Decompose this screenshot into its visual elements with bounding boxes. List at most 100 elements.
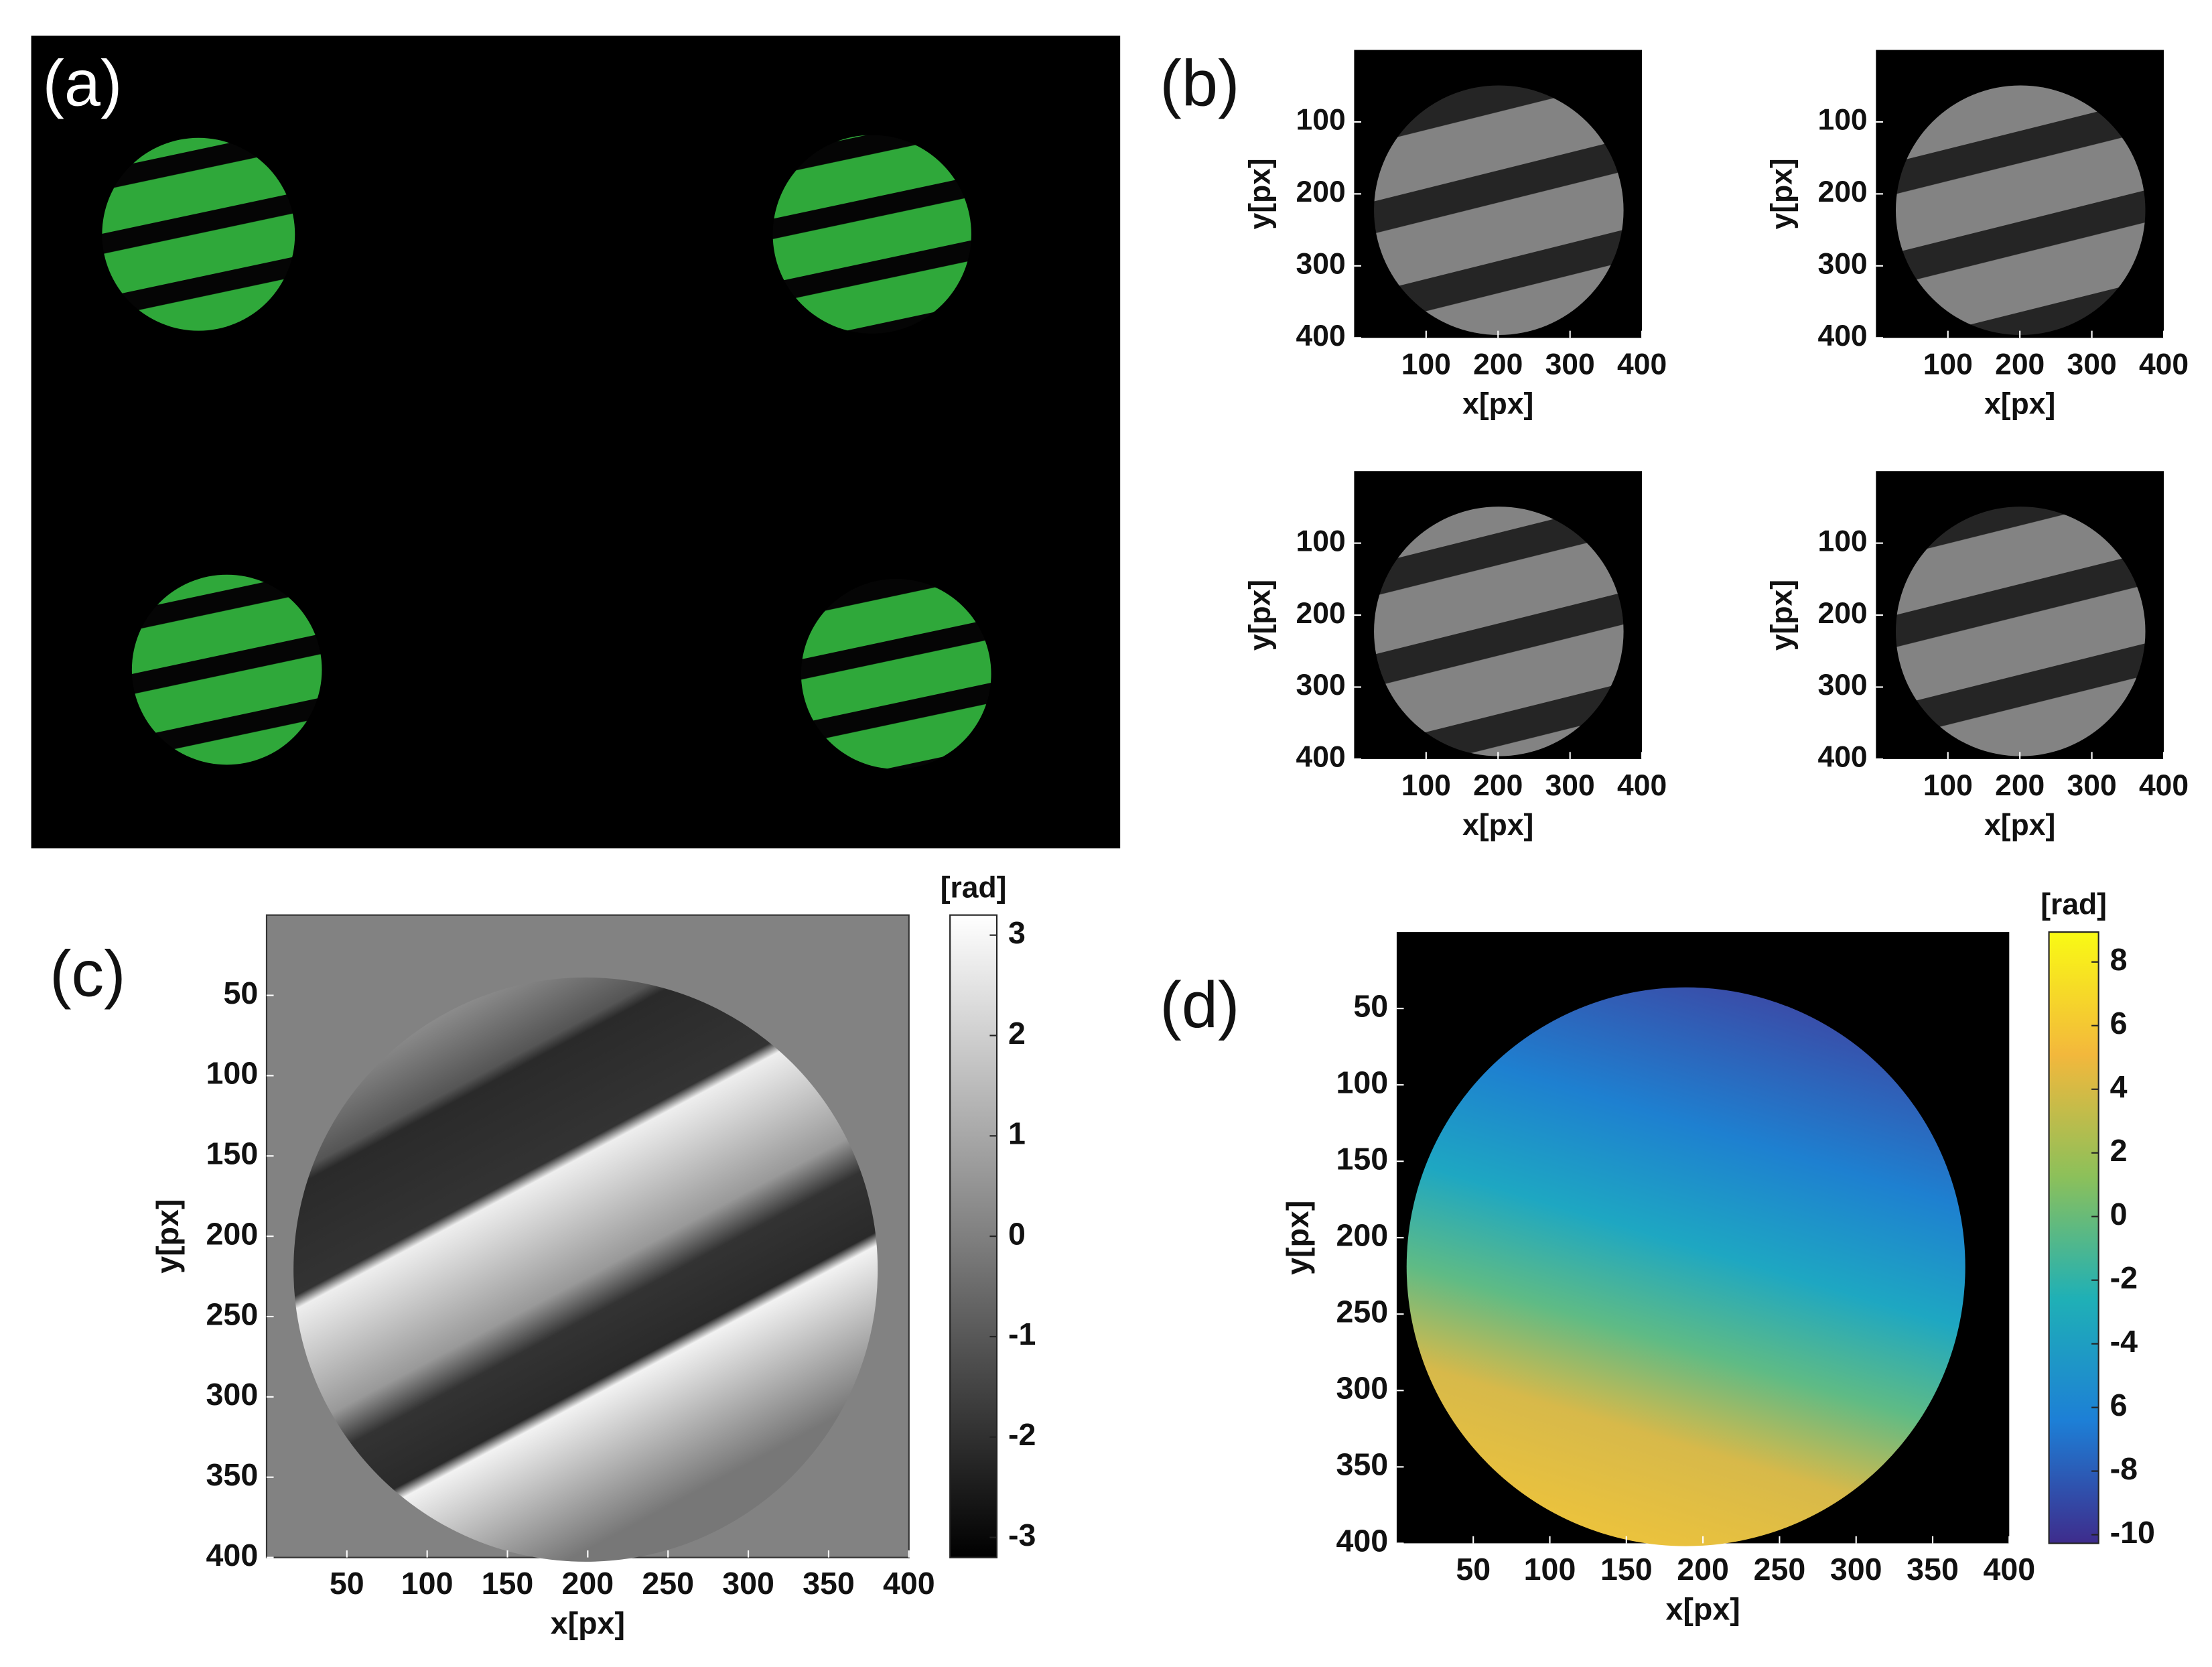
x-axis-label: x[px]: [551, 1605, 625, 1640]
colorbar-tick-label: 1: [1008, 1116, 1026, 1151]
y-tick-label: 400: [1817, 320, 1867, 352]
panel-label: (b): [1160, 46, 1239, 119]
x-tick-label: 300: [1830, 1552, 1882, 1587]
speckle-spot: [801, 579, 991, 769]
unwrapped-phase: [1406, 987, 1965, 1546]
x-tick-label: 400: [2139, 769, 2189, 802]
y-axis-label: y[px]: [1243, 158, 1276, 229]
colorbar-tick-label: 6: [2110, 1006, 2128, 1041]
y-axis-label: y[px]: [1280, 1201, 1315, 1275]
colorbar-tick-label: -3: [1008, 1518, 1036, 1552]
colorbar-tick-label: -2: [1008, 1417, 1036, 1452]
x-tick-label: 200: [1995, 348, 2045, 381]
colorbar-tick-label: 3: [1008, 915, 1026, 950]
speckle-spot: [102, 137, 295, 331]
y-tick-label: 100: [206, 1056, 259, 1091]
x-axis-label: x[px]: [1462, 388, 1533, 421]
y-tick-label: 50: [223, 976, 258, 1010]
y-axis-label: y[px]: [150, 1199, 185, 1274]
panel-label: (d): [1160, 968, 1239, 1041]
y-tick-label: 300: [1296, 248, 1346, 281]
x-tick-label: 400: [2139, 348, 2189, 381]
y-tick-label: 350: [206, 1457, 259, 1492]
y-axis-label: y[px]: [1243, 580, 1276, 651]
x-tick-label: 100: [1524, 1552, 1576, 1587]
colorbar: [949, 914, 998, 1558]
y-tick-label: 200: [1296, 176, 1346, 208]
y-tick-label: 300: [1296, 669, 1346, 702]
y-tick-label: 150: [206, 1136, 259, 1171]
colorbar: [2048, 931, 2099, 1544]
colorbar-tick-label: -8: [2110, 1451, 2138, 1486]
colorbar-tick-label: 0: [1008, 1216, 1026, 1251]
colorbar-tick-label: -4: [2110, 1324, 2138, 1359]
wrapped-phase: [293, 977, 878, 1562]
x-tick-label: 200: [562, 1566, 614, 1601]
y-tick-label: 100: [1817, 104, 1867, 137]
y-tick-label: 400: [1296, 320, 1346, 352]
colorbar-tick-label: 2: [2110, 1133, 2128, 1168]
y-tick-label: 100: [1336, 1065, 1389, 1099]
speckle-disk: [1374, 85, 1624, 335]
y-tick-label: 250: [206, 1296, 259, 1331]
x-tick-label: 150: [482, 1566, 534, 1601]
x-tick-label: 50: [1456, 1552, 1491, 1587]
x-tick-label: 200: [1995, 769, 2045, 802]
x-tick-label: 300: [2067, 348, 2117, 381]
x-tick-label: 250: [642, 1566, 694, 1601]
x-axis-label: x[px]: [1984, 388, 2055, 421]
panel-label: (a): [42, 46, 122, 119]
x-tick-label: 300: [1545, 348, 1595, 381]
y-tick-label: 50: [1353, 988, 1388, 1023]
x-tick-label: 200: [1473, 769, 1523, 802]
x-axis-label: x[px]: [1666, 1591, 1740, 1626]
x-tick-label: 400: [883, 1566, 935, 1601]
colorbar-tick-label: 6: [2110, 1388, 2128, 1422]
x-tick-label: 50: [330, 1566, 364, 1601]
y-tick-label: 300: [1336, 1371, 1389, 1406]
colorbar-tick-label: 0: [2110, 1197, 2128, 1231]
speckle-spot: [772, 135, 971, 334]
colorbar-label: [rad]: [941, 871, 1007, 904]
y-tick-label: 400: [1336, 1524, 1389, 1558]
x-tick-label: 300: [722, 1566, 774, 1601]
y-tick-label: 150: [1336, 1142, 1389, 1177]
y-tick-label: 100: [1296, 104, 1346, 137]
x-tick-label: 350: [1907, 1552, 1959, 1587]
x-tick-label: 150: [1600, 1552, 1653, 1587]
y-axis-label: y[px]: [1765, 580, 1798, 651]
y-tick-label: 300: [206, 1377, 259, 1412]
x-tick-label: 300: [2067, 769, 2117, 802]
y-tick-label: 400: [1296, 741, 1346, 774]
colorbar-tick-label: -2: [2110, 1260, 2138, 1295]
colorbar-tick-label: 2: [1008, 1016, 1026, 1051]
colorbar-tick-label: 8: [2110, 942, 2128, 977]
y-tick-label: 200: [1817, 176, 1867, 208]
y-tick-label: 200: [1336, 1218, 1389, 1253]
y-tick-label: 300: [1817, 669, 1867, 702]
x-tick-label: 100: [1401, 348, 1451, 381]
x-tick-label: 100: [1401, 769, 1451, 802]
speckle-spot: [131, 574, 322, 765]
x-axis-label: x[px]: [1984, 809, 2055, 842]
y-tick-label: 100: [1296, 525, 1346, 557]
y-tick-label: 200: [206, 1216, 259, 1251]
x-tick-label: 300: [1545, 769, 1595, 802]
x-tick-label: 400: [1617, 769, 1667, 802]
x-tick-label: 100: [1923, 348, 1973, 381]
y-axis-label: y[px]: [1765, 158, 1798, 229]
y-tick-label: 100: [1817, 525, 1867, 557]
colorbar-tick-label: 4: [2110, 1069, 2128, 1104]
y-tick-label: 200: [1296, 597, 1346, 630]
y-tick-label: 350: [1336, 1447, 1389, 1482]
x-tick-label: 200: [1677, 1552, 1729, 1587]
x-tick-label: 400: [1983, 1552, 2035, 1587]
x-tick-label: 250: [1754, 1552, 1806, 1587]
y-tick-label: 400: [1817, 741, 1867, 774]
x-tick-label: 400: [1617, 348, 1667, 381]
speckle-disk: [1895, 507, 2146, 756]
x-axis-label: x[px]: [1462, 809, 1533, 842]
colorbar-tick-label: -10: [2110, 1515, 2155, 1550]
y-tick-label: 200: [1817, 597, 1867, 630]
